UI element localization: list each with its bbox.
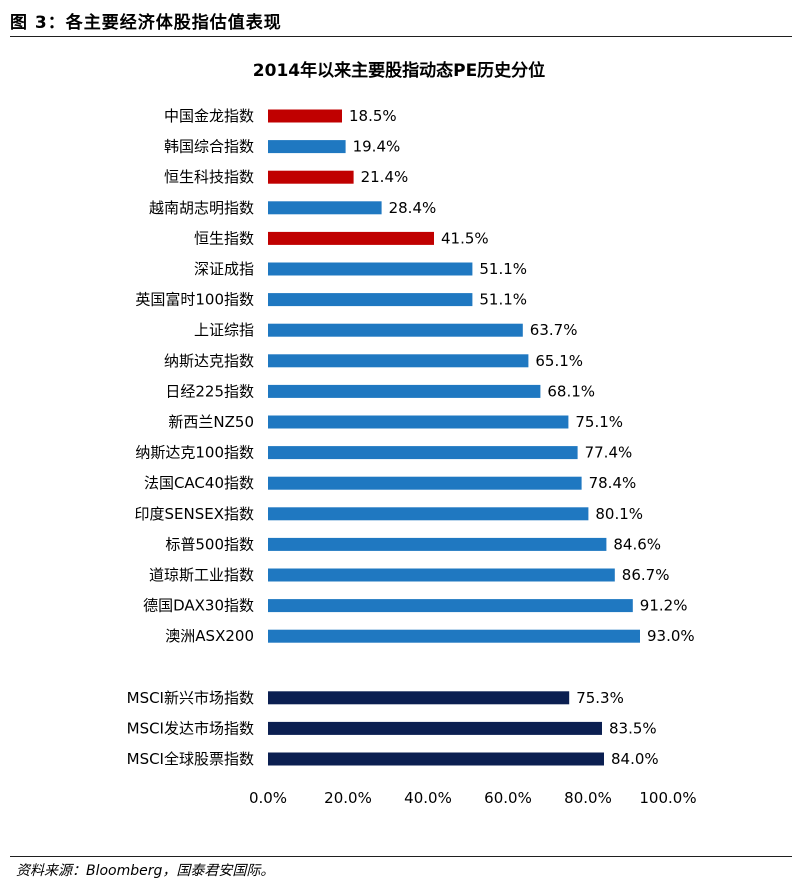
data-label: 84.6%: [613, 535, 661, 553]
category-label: 印度SENSEX指数: [135, 505, 255, 523]
bar: [268, 109, 342, 123]
bar: [268, 231, 434, 245]
bar: [268, 293, 473, 307]
x-tick-label: 0.0%: [249, 789, 287, 807]
bar: [268, 537, 607, 551]
x-tick-label: 80.0%: [564, 789, 612, 807]
data-label: 51.1%: [479, 291, 527, 309]
chart-title: 2014年以来主要股指动态PE历史分位: [252, 61, 546, 81]
x-tick-label: 20.0%: [324, 789, 372, 807]
source-note: 资料来源：Bloomberg，国泰君安国际。: [16, 863, 275, 879]
category-label: 韩国综合指数: [164, 138, 254, 156]
category-label: 恒生指数: [194, 229, 254, 247]
category-label: 德国DAX30指数: [143, 597, 254, 615]
data-label: 93.0%: [647, 627, 695, 645]
data-label: 51.1%: [479, 260, 527, 278]
x-tick-label: 60.0%: [484, 789, 532, 807]
data-label: 75.1%: [575, 413, 623, 431]
bar: [268, 599, 633, 613]
x-tick-label: 100.0%: [639, 789, 696, 807]
category-label: 纳斯达克100指数: [135, 444, 254, 462]
category-label: 日经225指数: [165, 382, 254, 400]
figure-header: 图 3：各主要经济体股指估值表现: [10, 6, 792, 37]
figure-title: 图 3：各主要经济体股指估值表现: [10, 13, 282, 33]
data-label: 68.1%: [547, 382, 595, 400]
data-label: 63.7%: [530, 321, 578, 339]
category-label: 纳斯达克指数: [164, 352, 254, 370]
category-label: 越南胡志明指数: [149, 199, 254, 217]
data-label: 78.4%: [589, 474, 637, 492]
data-label: 80.1%: [595, 505, 643, 523]
x-tick-label: 40.0%: [404, 789, 452, 807]
category-label: 上证综指: [194, 321, 254, 339]
bar: [268, 476, 582, 490]
category-label: 法国CAC40指数: [144, 474, 254, 492]
bar: [268, 568, 615, 582]
data-label: 83.5%: [609, 719, 657, 737]
data-label: 41.5%: [441, 229, 489, 247]
bar: [268, 201, 382, 215]
data-label: 28.4%: [389, 199, 437, 217]
category-label: 道琼斯工业指数: [149, 566, 254, 584]
data-label: 86.7%: [622, 566, 670, 584]
category-label: MSCI新兴市场指数: [127, 689, 254, 707]
category-label: MSCI全球股票指数: [127, 750, 254, 768]
bar: [268, 629, 640, 643]
bar: [268, 507, 589, 521]
category-label: 英国富时100指数: [135, 291, 254, 309]
data-label: 77.4%: [585, 444, 633, 462]
category-label: 深证成指: [194, 260, 254, 278]
category-label: 新西兰NZ50: [168, 413, 254, 431]
category-label: MSCI发达市场指数: [127, 719, 254, 737]
category-label: 澳洲ASX200: [165, 627, 254, 645]
bar: [268, 446, 578, 460]
data-label: 18.5%: [349, 107, 397, 125]
bar: [268, 140, 346, 154]
bar: [268, 354, 529, 368]
data-label: 21.4%: [361, 168, 409, 186]
data-label: 75.3%: [576, 689, 624, 707]
category-label: 恒生科技指数: [164, 168, 254, 186]
category-label: 标普500指数: [165, 535, 254, 553]
category-label: 中国金龙指数: [164, 107, 254, 125]
data-label: 65.1%: [535, 352, 583, 370]
bar: [268, 323, 523, 337]
bar: [268, 415, 569, 429]
figure-footer-rule: [10, 856, 792, 857]
bar: [268, 170, 354, 184]
data-label: 91.2%: [640, 597, 688, 615]
bar: [268, 691, 570, 705]
bar: [268, 721, 602, 735]
data-label: 84.0%: [611, 750, 659, 768]
bar: [268, 262, 473, 276]
bar: [268, 384, 541, 398]
data-label: 19.4%: [353, 138, 401, 156]
bar: [268, 752, 604, 766]
